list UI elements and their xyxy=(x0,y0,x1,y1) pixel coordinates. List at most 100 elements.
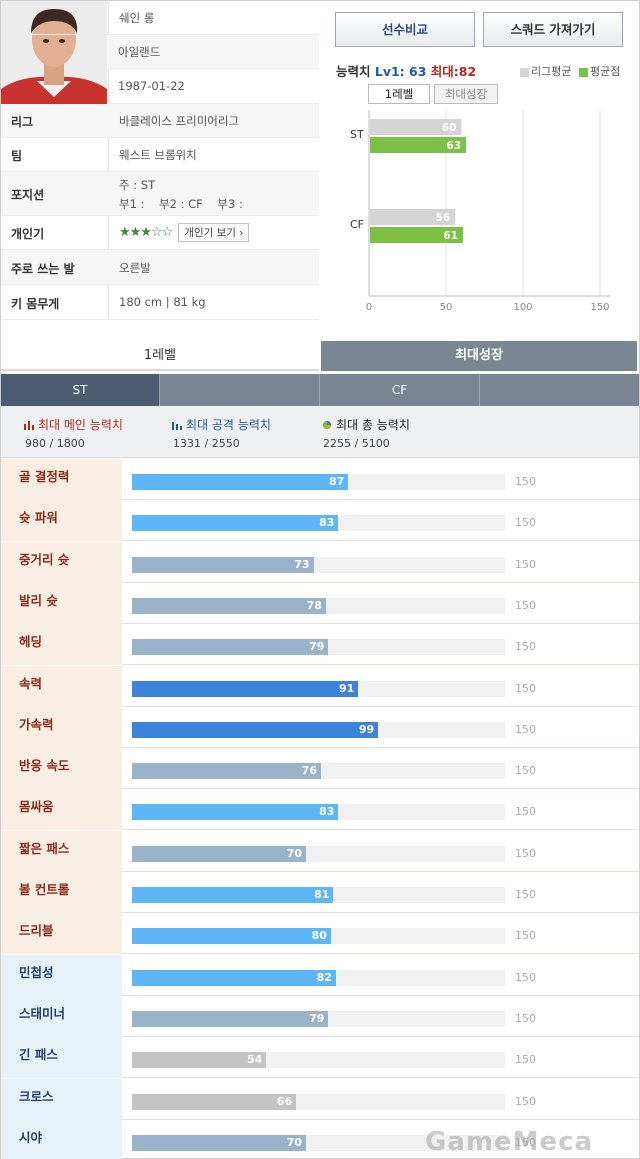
attribute-bar: 83 xyxy=(132,804,339,821)
summary-total-value: 2255 / 5100 xyxy=(323,437,390,450)
body-row: 키 몸무게 180 cm | 81 kg xyxy=(1,285,319,320)
league-row: 리그 바클레이스 프리미어리그 xyxy=(1,104,319,138)
attribute-bar: 76 xyxy=(132,763,321,780)
tab-max-growth[interactable]: 최대성장 xyxy=(321,341,637,371)
attribute-bar: 82 xyxy=(132,969,336,986)
summary-main: 최대 메인 능력치 980 / 1800 xyxy=(23,416,123,450)
legend-league-swatch xyxy=(520,67,529,77)
team-value: 웨스트 브롬위치 xyxy=(119,148,197,162)
chart-category-label: CF xyxy=(350,218,364,231)
position-tab-st[interactable]: ST xyxy=(1,374,160,406)
attribute-row: 슛 파워 83 150 xyxy=(1,500,639,542)
tab-level[interactable]: 1레벨 xyxy=(1,341,319,371)
chart-data-label: 61 xyxy=(443,230,458,242)
attribute-row: 짧은 패스 70 150 xyxy=(1,830,639,872)
attribute-bar: 70 xyxy=(132,845,307,862)
body-label: 키 몸무게 xyxy=(11,297,60,311)
attribute-row: 골 결정력 87 150 xyxy=(1,459,639,500)
attribute-track: 76 xyxy=(132,763,505,780)
attribute-bar: 70 xyxy=(132,1134,307,1151)
ability-lv: Lv1: 63 xyxy=(374,64,427,79)
attribute-row: 반응 속도 76 150 xyxy=(1,748,639,790)
attribute-value: 73 xyxy=(294,557,310,571)
attribute-value: 87 xyxy=(329,475,345,488)
attribute-value: 99 xyxy=(358,722,375,736)
attribute-label: 민첩성 xyxy=(1,954,122,996)
body-value: 180 cm | 81 kg xyxy=(119,295,206,309)
player-birth: 1987-01-22 xyxy=(118,79,185,93)
attribute-value: 66 xyxy=(276,1094,293,1108)
compare-button[interactable]: 선수비교 xyxy=(335,12,475,47)
chart-tab-level[interactable]: 1레벨 xyxy=(368,84,430,104)
chart-category-label: ST xyxy=(350,128,364,141)
attribute-track: 99 xyxy=(132,721,505,738)
attribute-value: 79 xyxy=(309,1011,325,1025)
position-row: 포지션 주 : ST 부1 : 부2 : CF 부3 : xyxy=(1,172,319,216)
attribute-max: 150 xyxy=(515,764,536,778)
attribute-value: 83 xyxy=(319,805,335,819)
attribute-value: 83 xyxy=(319,516,335,530)
position-tab-cf[interactable]: CF xyxy=(320,374,480,406)
watermark: GameMeca xyxy=(425,1127,594,1157)
attribute-row: 볼 컨트롤 81 150 xyxy=(1,872,639,913)
attribute-max: 150 xyxy=(515,681,536,695)
attribute-track: 83 xyxy=(132,515,505,532)
attribute-track: 81 xyxy=(132,887,505,903)
position-tab-empty-2[interactable] xyxy=(480,374,639,406)
ability-chart: 0 50 100 150 ST 60 63 CF 56 61 xyxy=(350,110,610,313)
attribute-track: 80 xyxy=(132,928,505,945)
attribute-label: 중거리 슛 xyxy=(1,541,122,583)
summary-attack-title: 최대 공격 능력치 xyxy=(186,418,271,432)
attribute-value: 76 xyxy=(301,764,317,778)
legend-avg-label: 평균점 xyxy=(589,65,621,78)
summary-attack-value: 1331 / 2550 xyxy=(173,437,240,450)
attribute-max: 150 xyxy=(515,846,536,860)
attribute-bar: 73 xyxy=(132,556,314,573)
info-divider xyxy=(108,0,109,320)
chart-tick-label: 50 xyxy=(440,302,453,313)
attribute-max: 150 xyxy=(515,475,536,488)
attribute-max: 150 xyxy=(515,888,536,901)
chart-tick-label: 100 xyxy=(513,302,532,313)
ability-max: 최대:82 xyxy=(430,64,477,79)
attribute-bar: 81 xyxy=(132,887,334,903)
chart-tick-label: 150 xyxy=(590,302,609,313)
league-value: 바클레이스 프리미어리그 xyxy=(119,114,240,128)
skill-view-button[interactable]: 개인기 보기 › xyxy=(178,223,250,242)
attribute-label: 골 결정력 xyxy=(1,459,122,500)
attribute-bar: 79 xyxy=(132,639,329,656)
foot-label: 주로 쓰는 발 xyxy=(11,262,75,276)
attribute-max: 150 xyxy=(515,1053,536,1067)
position-tab-empty-1[interactable] xyxy=(160,374,320,406)
attribute-max: 150 xyxy=(515,1135,536,1149)
name-row: 쉐인 롱 xyxy=(1,1,319,35)
attribute-label: 헤딩 xyxy=(1,624,122,666)
nation-row: 아일랜드 xyxy=(108,35,319,69)
position-subs: 부1 : 부2 : CF 부3 : xyxy=(119,197,243,211)
attribute-track: 70 xyxy=(132,1134,505,1151)
attribute-value: 79 xyxy=(309,640,325,654)
attribute-bar: 99 xyxy=(132,721,379,738)
position-tabs: ST CF xyxy=(1,374,639,406)
attribute-label: 짧은 패스 xyxy=(1,830,122,872)
legend-avg-swatch xyxy=(578,67,588,77)
attribute-max: 150 xyxy=(515,557,536,571)
attribute-row: 헤딩 79 150 xyxy=(1,624,639,666)
player-photo xyxy=(1,1,107,104)
attribute-value: 54 xyxy=(246,1053,263,1067)
bar-chart-icon xyxy=(24,421,34,430)
attribute-max: 150 xyxy=(515,805,536,819)
player-name: 쉐인 롱 xyxy=(119,11,155,25)
attribute-value: 78 xyxy=(306,598,322,612)
attribute-track: 82 xyxy=(132,969,505,986)
chart-bar xyxy=(370,227,463,243)
attribute-value: 80 xyxy=(311,929,327,943)
squad-button[interactable]: 스쿼드 가져가기 xyxy=(483,12,623,47)
chart-tab-max[interactable]: 최대성장 xyxy=(434,84,498,104)
bar-chart-icon xyxy=(172,422,182,430)
attribute-row: 시야 70 150 xyxy=(1,1119,639,1159)
attribute-max: 150 xyxy=(515,516,536,530)
summary-total-title: 최대 총 능력치 xyxy=(336,418,410,432)
attribute-track: 66 xyxy=(132,1093,505,1110)
team-row: 팀 웨스트 브롬위치 xyxy=(1,138,319,172)
